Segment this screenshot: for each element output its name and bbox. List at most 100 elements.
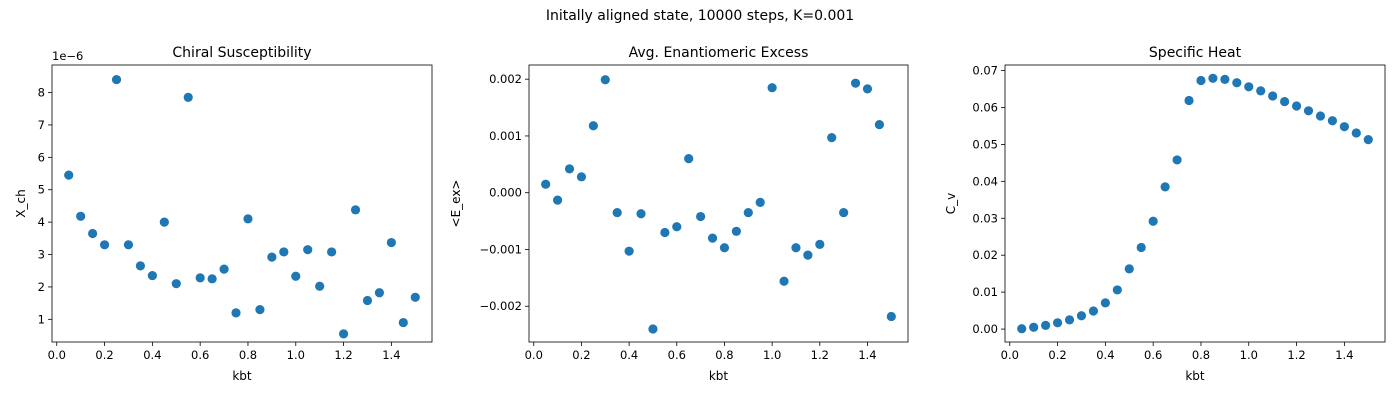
data-point xyxy=(1268,91,1278,101)
data-point xyxy=(111,74,122,85)
data-point xyxy=(1256,86,1266,96)
data-point xyxy=(1220,74,1230,85)
data-point xyxy=(815,239,825,249)
x-tick-label: 1.2 xyxy=(1287,348,1305,362)
data-point xyxy=(1017,324,1027,334)
data-point xyxy=(398,317,408,328)
data-point xyxy=(386,237,396,248)
data-point xyxy=(1339,122,1349,132)
data-point xyxy=(767,83,777,93)
y-tick-label: 3 xyxy=(38,248,45,262)
data-point xyxy=(147,270,157,281)
x-tick-label: 1.0 xyxy=(287,348,305,362)
y-tick-label: 2 xyxy=(38,280,45,294)
data-point xyxy=(564,164,575,174)
y-tick-label: 0.00 xyxy=(972,322,998,336)
y-offset-label: 1e−6 xyxy=(52,49,83,63)
y-tick-label: 0.05 xyxy=(972,137,998,151)
data-point xyxy=(743,207,753,218)
data-point xyxy=(1100,298,1110,308)
x-tick-label: 0.4 xyxy=(620,348,638,362)
data-point xyxy=(1351,128,1361,138)
data-point xyxy=(791,243,801,253)
data-point xyxy=(350,205,361,215)
data-point xyxy=(88,228,98,239)
axes-frame xyxy=(1004,64,1386,343)
chart-title: Avg. Enantiomeric Excess xyxy=(629,45,809,61)
data-point xyxy=(576,172,587,182)
data-point xyxy=(1076,311,1087,321)
data-point xyxy=(1291,101,1302,111)
data-point xyxy=(803,250,813,260)
data-point xyxy=(886,311,896,322)
data-point xyxy=(1148,216,1158,226)
x-tick-label: 0.6 xyxy=(191,348,209,362)
data-point xyxy=(1327,116,1338,126)
data-point xyxy=(600,75,610,85)
chart-title: Chiral Susceptibility xyxy=(172,45,311,61)
data-point xyxy=(1136,242,1146,253)
data-point xyxy=(327,247,337,257)
x-tick-label: 0.8 xyxy=(1192,348,1210,362)
data-point xyxy=(1184,95,1194,106)
data-point xyxy=(850,78,861,88)
x-tick-label: 0.8 xyxy=(239,348,257,362)
x-tick-label: 1.4 xyxy=(1335,348,1353,362)
x-tick-label: 1.4 xyxy=(382,348,400,362)
data-point xyxy=(255,305,265,315)
y-tick-label: 0.000 xyxy=(489,186,522,200)
y-tick-label: 0.001 xyxy=(489,129,522,143)
x-tick-label: 1.2 xyxy=(334,348,352,362)
y-tick-label: −0.001 xyxy=(479,242,522,256)
data-point xyxy=(291,271,301,281)
y-axis-label: X_ch xyxy=(14,189,28,217)
figure-suptitle: Initally aligned state, 10000 steps, K=0… xyxy=(546,8,854,24)
data-point xyxy=(839,207,849,218)
data-point xyxy=(1160,182,1170,192)
data-point xyxy=(553,195,563,205)
data-point xyxy=(707,233,718,243)
data-point xyxy=(684,154,694,164)
data-point xyxy=(541,179,551,189)
data-point xyxy=(779,276,789,286)
data-point xyxy=(1064,315,1075,325)
y-tick-label: 4 xyxy=(38,215,45,229)
data-point xyxy=(1112,285,1122,295)
data-point xyxy=(76,211,86,221)
data-point xyxy=(183,92,193,102)
chart-panel-2: Avg. Enantiomeric Excess 0.0 0.2 0.4 0.6 0.8 1… xyxy=(449,45,909,383)
x-tick-label: 1.4 xyxy=(858,348,876,362)
x-axis-label: kbt xyxy=(1185,369,1205,383)
data-point xyxy=(99,240,110,250)
y-tick-label: 0.03 xyxy=(972,211,998,225)
data-point xyxy=(362,295,373,306)
data-point xyxy=(374,288,385,298)
y-tick-label: 0.01 xyxy=(972,285,998,299)
x-tick-label: 0.2 xyxy=(1048,348,1066,362)
data-point xyxy=(660,227,670,238)
data-point xyxy=(338,329,349,339)
data-point xyxy=(648,324,658,334)
data-point xyxy=(755,197,765,207)
data-point xyxy=(123,240,134,250)
x-tick-label: 1.0 xyxy=(1240,348,1258,362)
y-tick-label: 0.07 xyxy=(972,64,998,78)
data-point xyxy=(1052,318,1063,328)
data-point xyxy=(267,252,277,262)
data-point xyxy=(243,214,253,224)
data-point xyxy=(1172,155,1182,165)
data-point xyxy=(231,308,241,318)
y-tick-label: 7 xyxy=(38,118,45,132)
data-point xyxy=(1088,306,1099,316)
y-tick-label: 0.04 xyxy=(972,174,998,188)
y-tick-label: 5 xyxy=(38,183,45,197)
y-axis-label: <E_ex> xyxy=(449,180,463,228)
data-point xyxy=(827,133,837,143)
data-point xyxy=(1124,264,1134,274)
data-point xyxy=(1041,320,1051,330)
y-axis-label: C_v xyxy=(944,193,958,214)
data-point xyxy=(874,120,884,130)
data-point xyxy=(1208,73,1218,83)
data-point xyxy=(1363,135,1373,145)
